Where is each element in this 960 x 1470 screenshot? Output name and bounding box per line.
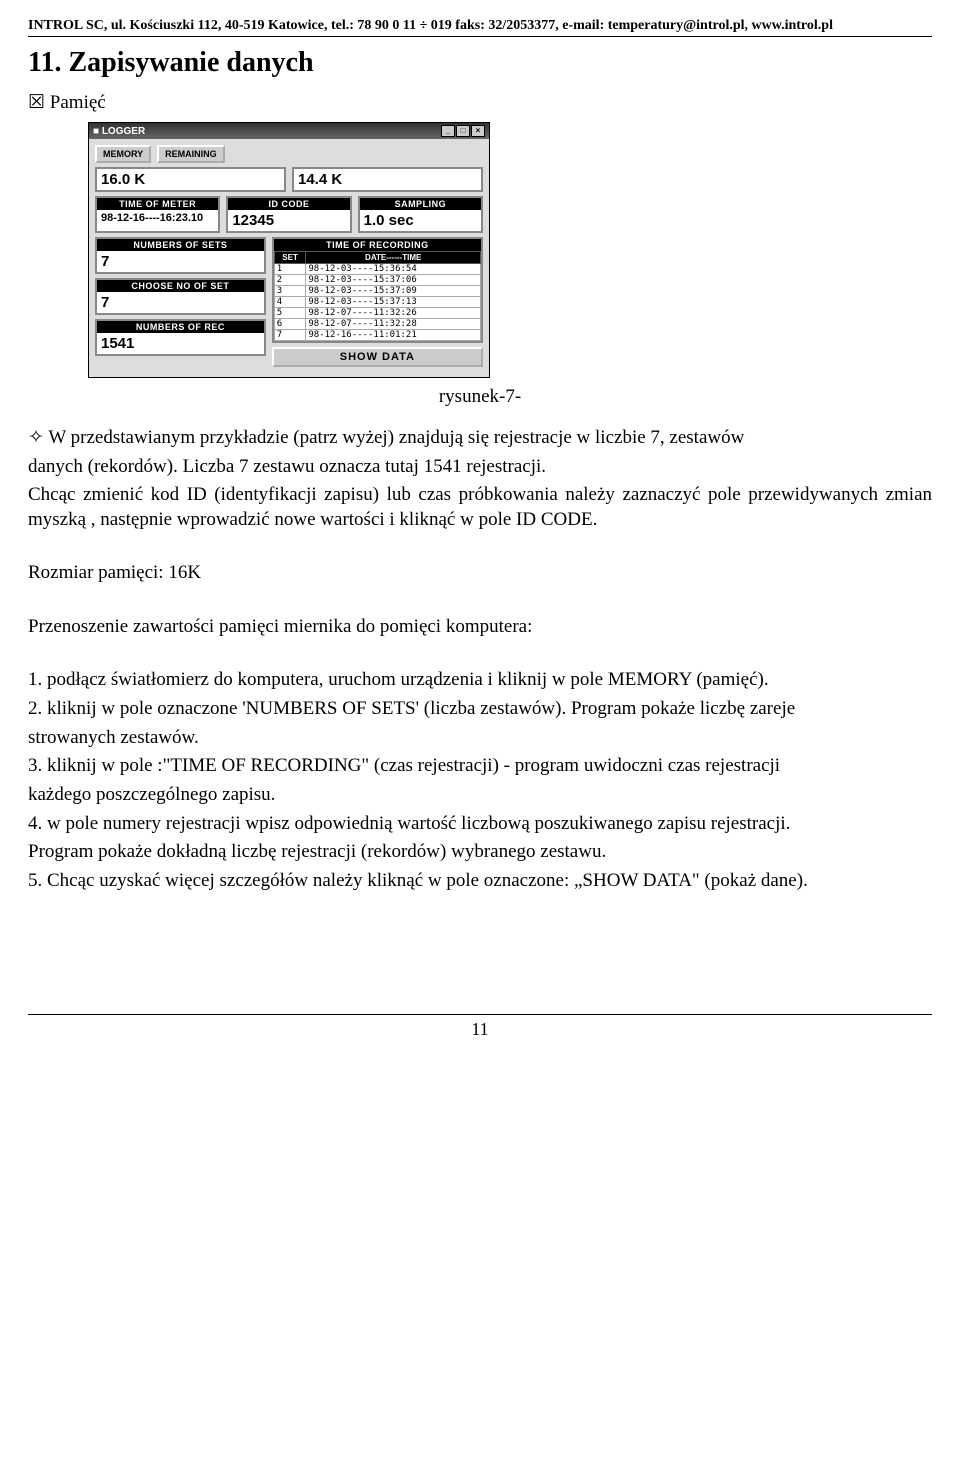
- body-text: ✧ W przedstawianym przykładzie (patrz wy…: [28, 426, 932, 894]
- window-title: ■ LOGGER: [93, 126, 145, 137]
- step-2b: strowanych zestawów.: [28, 726, 932, 751]
- transfer-heading: Przenoszenie zawartości pamięci miernika…: [28, 615, 932, 640]
- figure-caption: rysunek-7-: [28, 386, 932, 408]
- window-buttons: _□×: [440, 125, 485, 137]
- step-4b: Program pokaże dokładną liczbę rejestrac…: [28, 840, 932, 865]
- logger-screenshot: ■ LOGGER _□× MEMORY REMAINING 16.0 K 14.…: [88, 122, 490, 378]
- time-meter-field: TIME OF METER 98-12-16----16:23.10: [95, 196, 220, 233]
- close-icon: ×: [471, 125, 485, 137]
- para1-line2: danych (rekordów). Liczba 7 zestawu ozna…: [28, 455, 932, 480]
- para2: Chcąc zmienić kod ID (identyfikacji zapi…: [28, 483, 932, 532]
- col-datetime: DATE------TIME: [306, 252, 481, 264]
- page-header: INTROL SC, ul. Kościuszki 112, 40-519 Ka…: [28, 18, 932, 37]
- para1-line1: ✧ W przedstawianym przykładzie (patrz wy…: [28, 426, 932, 451]
- checkbox-glyph: ☒: [28, 92, 45, 113]
- choose-set-field[interactable]: CHOOSE NO OF SET 7: [95, 278, 266, 315]
- min-icon: _: [441, 125, 455, 137]
- section-title: 11. Zapisywanie danych: [28, 47, 932, 79]
- id-code-field[interactable]: ID CODE 12345: [226, 196, 351, 233]
- max-icon: □: [456, 125, 470, 137]
- step-5: 5. Chcąc uzyskać więcej szczegółów należ…: [28, 869, 932, 894]
- mem-size: Rozmiar pamięci: 16K: [28, 561, 932, 586]
- step-3b: każdego poszczególnego zapisu.: [28, 783, 932, 808]
- sampling-field: SAMPLING 1.0 sec: [358, 196, 483, 233]
- step-2a: 2. kliknij w pole oznaczone 'NUMBERS OF …: [28, 697, 932, 722]
- numbers-sets-field[interactable]: NUMBERS OF SETS 7: [95, 237, 266, 274]
- table-row: 698-12-07----11:32:28: [274, 319, 480, 330]
- time-recording-field[interactable]: TIME OF RECORDING SET DATE------TIME 198…: [272, 237, 483, 343]
- show-data-button[interactable]: SHOW DATA: [272, 347, 483, 367]
- pamiec-label: Pamięć: [50, 92, 106, 113]
- table-row: 598-12-07----11:32:26: [274, 308, 480, 319]
- memory-field: 16.0 K: [95, 167, 286, 192]
- pamiec-row: ☒ Pamięć: [28, 91, 932, 114]
- recording-table: SET DATE------TIME 198-12-03----15:36:54…: [274, 251, 481, 341]
- step-3a: 3. kliknij w pole :"TIME OF RECORDING" (…: [28, 754, 932, 779]
- numbers-rec-field: NUMBERS OF REC 1541: [95, 319, 266, 356]
- remaining-field: 14.4 K: [292, 167, 483, 192]
- table-row: 198-12-03----15:36:54: [274, 264, 480, 275]
- table-row: 298-12-03----15:37:06: [274, 275, 480, 286]
- table-row: 398-12-03----15:37:09: [274, 286, 480, 297]
- table-row: 498-12-03----15:37:13: [274, 297, 480, 308]
- page-number: 11: [28, 1014, 932, 1040]
- table-row: 798-12-16----11:01:21: [274, 330, 480, 341]
- window-titlebar: ■ LOGGER _□×: [89, 123, 489, 139]
- memory-tab[interactable]: MEMORY: [95, 145, 151, 163]
- remaining-tab[interactable]: REMAINING: [157, 145, 225, 163]
- step-4a: 4. w pole numery rejestracji wpisz odpow…: [28, 812, 932, 837]
- col-set: SET: [274, 252, 306, 264]
- step-1: 1. podłącz światłomierz do komputera, ur…: [28, 668, 932, 693]
